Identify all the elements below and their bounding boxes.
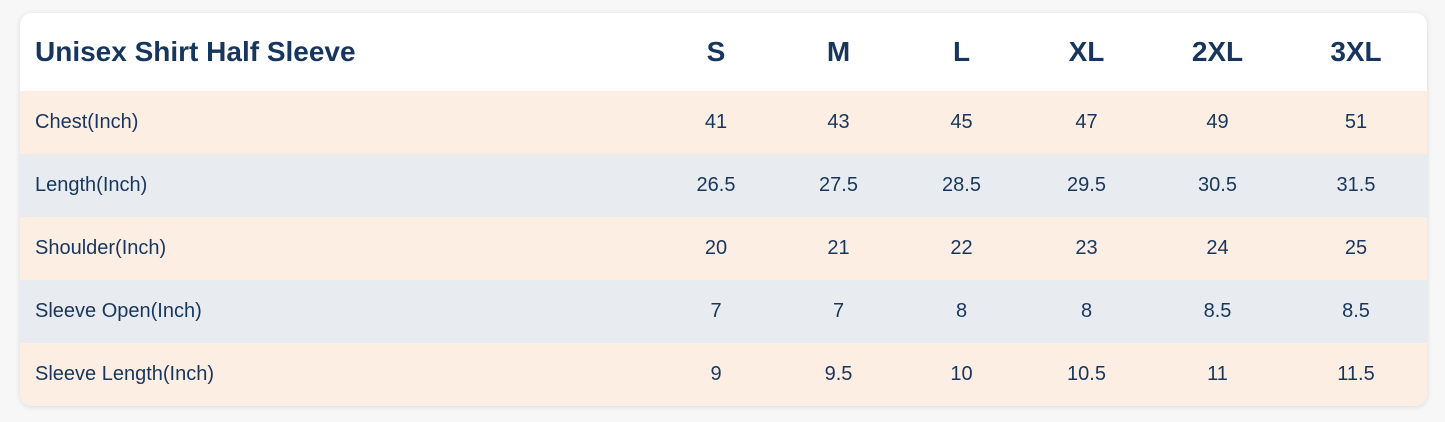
header-row: Unisex Shirt Half Sleeve S M L XL 2XL 3XL xyxy=(20,13,1427,91)
table-cell: 31.5 xyxy=(1336,174,1376,196)
table-row: Sleeve Open(Inch) 7 7 8 8 8.5 8.5 xyxy=(20,280,1427,343)
table-cell: 10.5 xyxy=(1067,363,1106,385)
row-label: Sleeve Open(Inch) xyxy=(35,300,202,322)
table-cell: 8 xyxy=(1080,300,1093,322)
table-cell: 20 xyxy=(704,237,728,259)
size-chart: Unisex Shirt Half Sleeve S M L XL 2XL 3XL Che… xyxy=(20,13,1427,406)
row-label: Sleeve Length(Inch) xyxy=(35,363,215,385)
table-row: Chest(Inch) 41 43 45 47 49 51 xyxy=(20,91,1427,154)
column-header: XL xyxy=(1068,36,1105,67)
column-header: 2XL xyxy=(1191,36,1244,67)
table-cell: 27.5 xyxy=(819,174,858,196)
table-cell: 45 xyxy=(950,111,973,133)
table-cell: 7 xyxy=(832,300,845,322)
table-cell: 22 xyxy=(950,237,973,259)
column-header: L xyxy=(952,36,971,67)
table-row: Shoulder(Inch) 20 21 22 23 24 25 xyxy=(20,217,1427,280)
table-cell: 47 xyxy=(1075,111,1098,133)
table-cell: 30.5 xyxy=(1198,174,1237,196)
table-cell: 7 xyxy=(710,300,722,322)
table-cell: 8.5 xyxy=(1342,300,1370,322)
table-cell: 23 xyxy=(1075,237,1098,259)
table-row: Sleeve Length(Inch) 9 9.5 10 10.5 11 11.5 xyxy=(20,343,1427,406)
column-header: 3XL xyxy=(1330,36,1382,67)
row-label: Length(Inch) xyxy=(35,174,148,196)
row-label: Chest(Inch) xyxy=(35,111,139,133)
table-cell: 24 xyxy=(1206,237,1229,259)
table-cell: 25 xyxy=(1344,237,1368,259)
table-cell: 9 xyxy=(710,363,722,385)
table-cell: 28.5 xyxy=(942,174,981,196)
table-cell: 26.5 xyxy=(696,174,736,196)
table-cell: 51 xyxy=(1344,111,1368,133)
table-cell: 11.5 xyxy=(1337,363,1375,385)
table-cell: 43 xyxy=(827,111,850,133)
column-header: M xyxy=(826,36,851,67)
table-cell: 8.5 xyxy=(1203,300,1232,322)
table-row: Length(Inch) 26.5 27.5 28.5 29.5 30.5 31.5 xyxy=(20,154,1427,217)
table-cell: 9.5 xyxy=(824,363,853,385)
table-cell: 41 xyxy=(704,111,728,133)
table-cell: 49 xyxy=(1206,111,1229,133)
table-title: Unisex Shirt Half Sleeve xyxy=(35,36,356,67)
table-cell: 11 xyxy=(1207,363,1228,385)
row-label: Shoulder(Inch) xyxy=(35,237,167,259)
table-cell: 21 xyxy=(827,237,850,259)
table-cell: 10 xyxy=(950,363,973,385)
column-header: S xyxy=(706,36,726,67)
table-cell: 8 xyxy=(955,300,968,322)
table-cell: 29.5 xyxy=(1067,174,1106,196)
